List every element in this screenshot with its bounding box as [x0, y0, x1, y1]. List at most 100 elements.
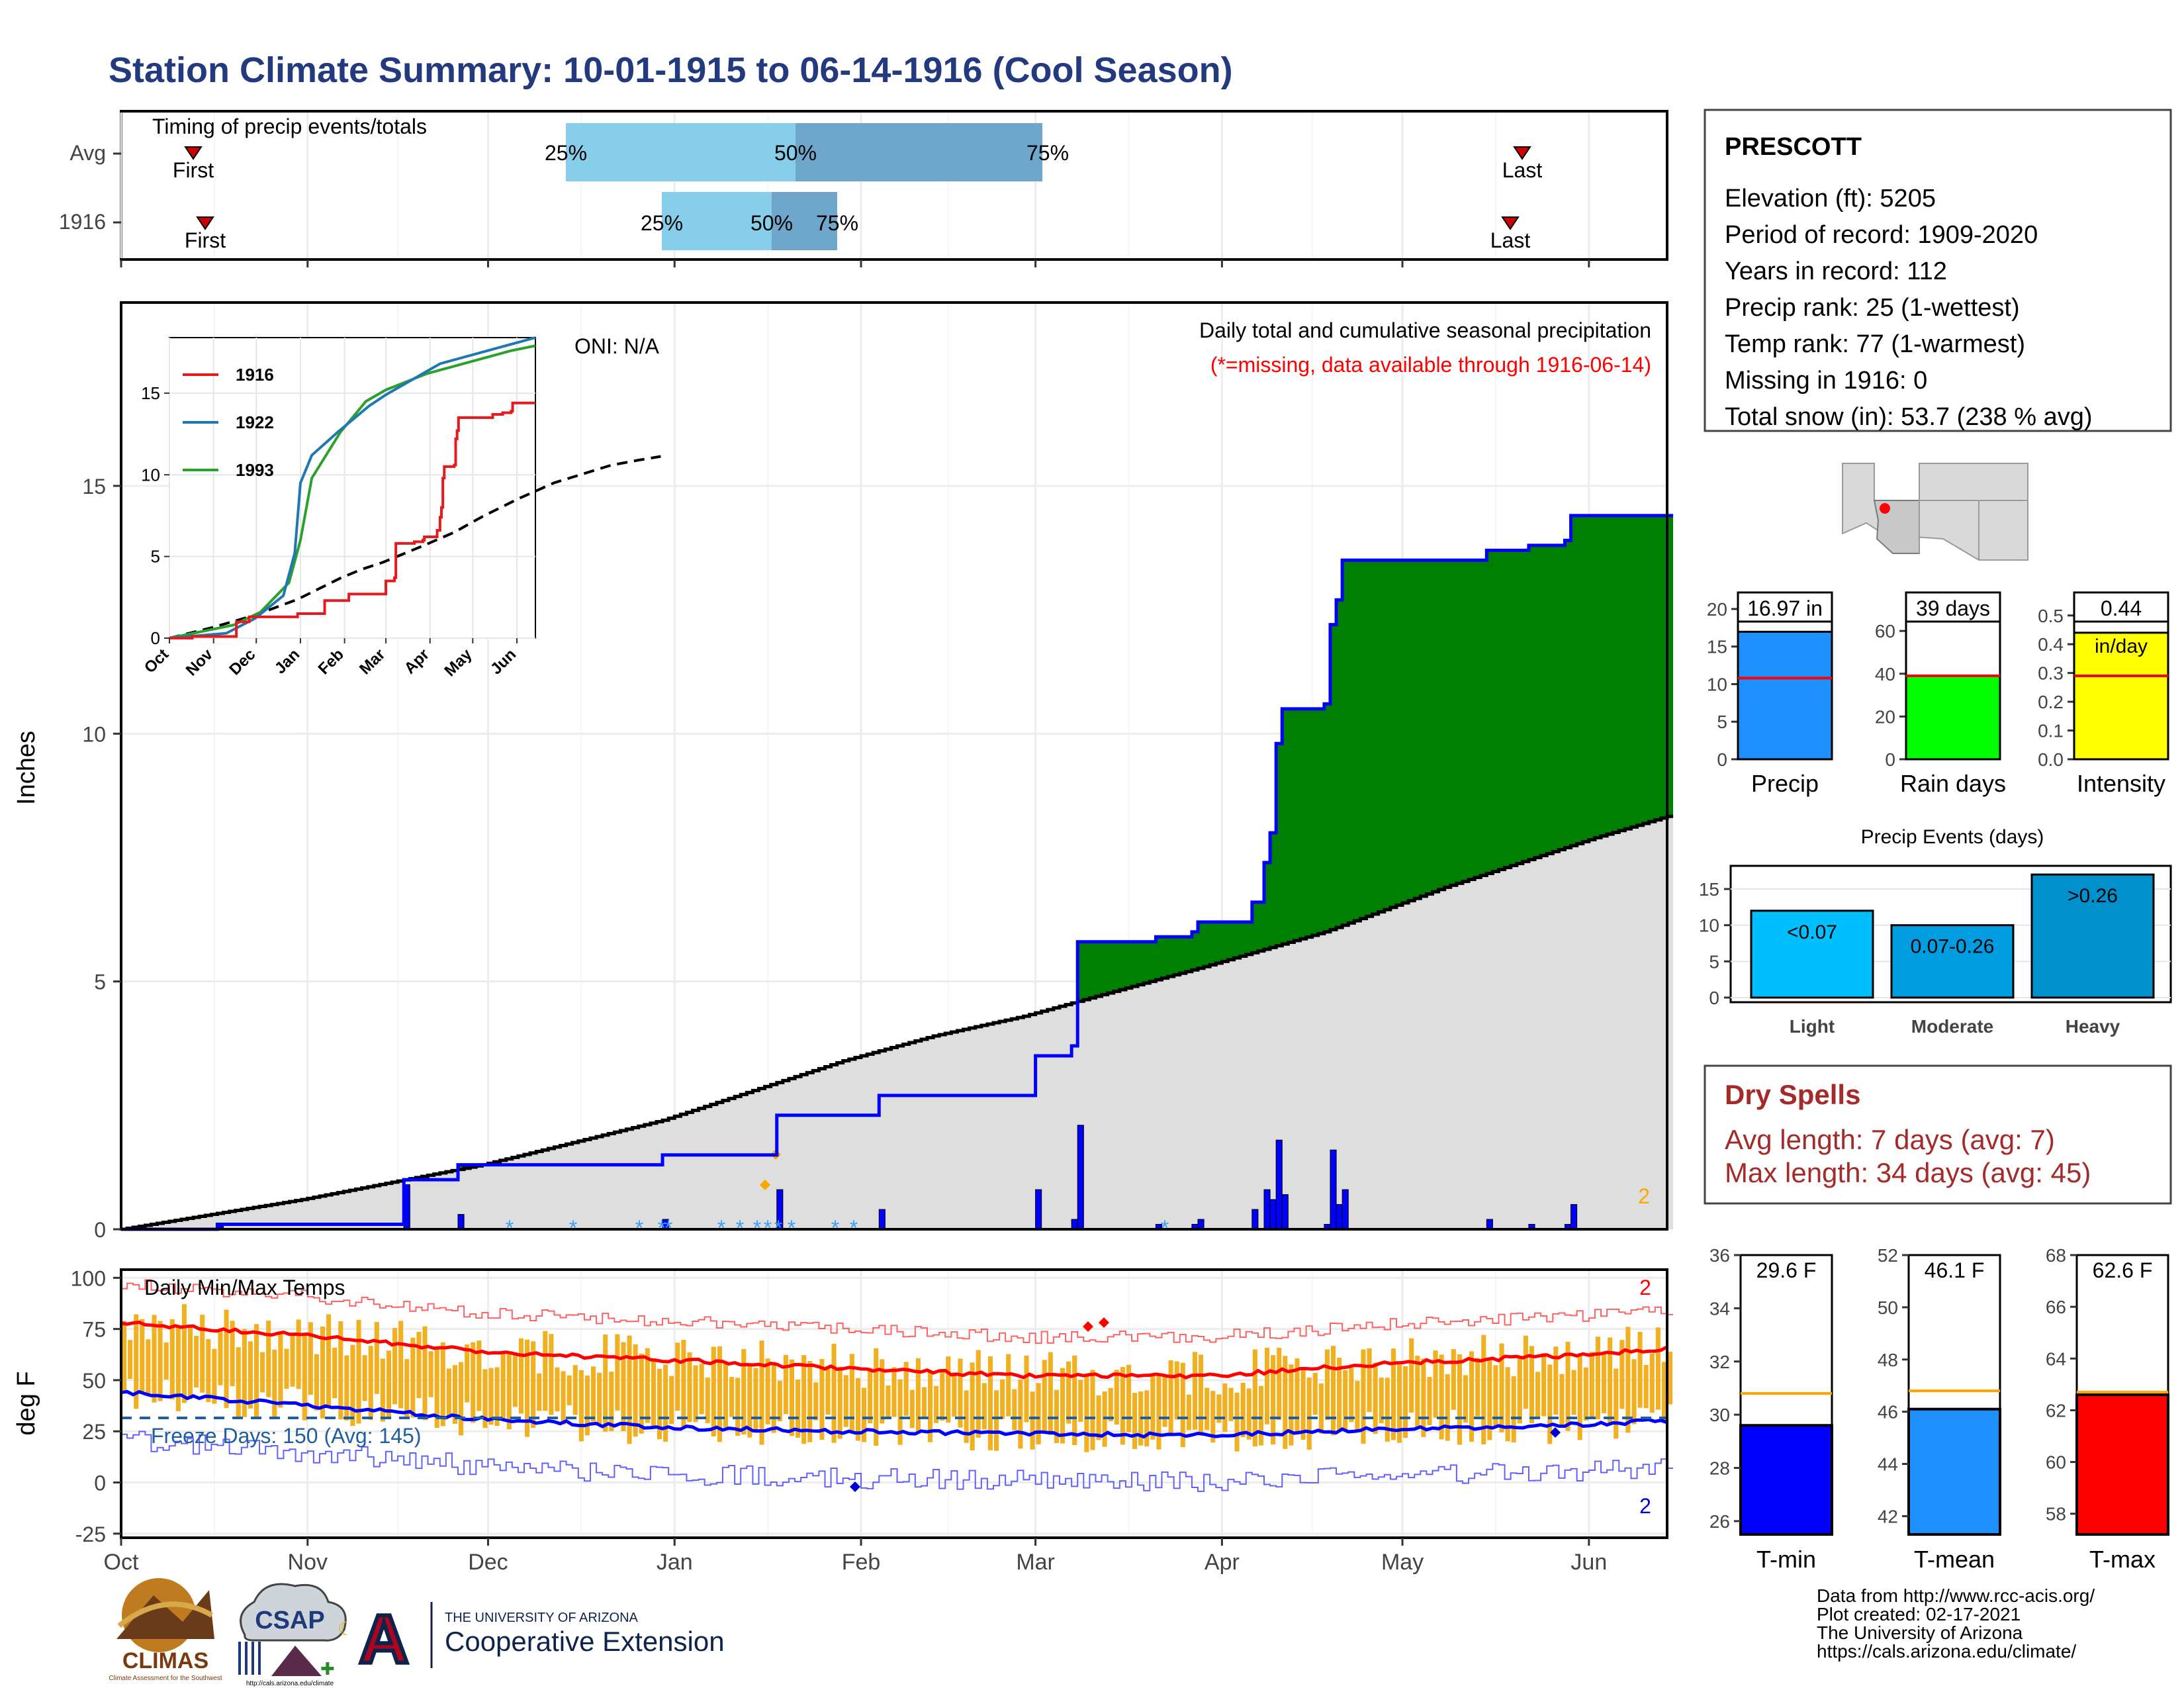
1916-iqr-upper	[772, 192, 837, 250]
daily-temp-bar	[909, 1389, 915, 1429]
temp-summary-tick-label: 68	[2046, 1245, 2066, 1266]
daily-temp-bar	[1602, 1352, 1607, 1413]
cumulative-surplus-area	[121, 515, 1674, 1230]
daily-temp-bar	[152, 1315, 157, 1403]
temp-count-bottom: 2	[1639, 1494, 1651, 1518]
intensity-tick-label: 0.1	[2038, 721, 2064, 741]
dry-spells-max: Max length: 34 days (avg: 45)	[1725, 1157, 2091, 1188]
daily-temp-bar	[1018, 1380, 1023, 1449]
daily-temp-bar	[1150, 1374, 1156, 1440]
rain-days-axis: 0 20 40 60	[1875, 621, 1906, 770]
events-bar-light	[1750, 910, 1874, 999]
daily-temp-bar	[952, 1372, 957, 1417]
daily-temp-bar	[320, 1326, 326, 1419]
daily-temp-bar	[1589, 1352, 1594, 1418]
daily-temp-bar	[1457, 1354, 1462, 1445]
daily-temp-bar	[524, 1339, 530, 1437]
daily-temp-bar	[326, 1314, 332, 1407]
daily-temp-bar	[1661, 1362, 1666, 1424]
inset-legend-1916: 1916	[236, 365, 274, 385]
temp-count-top: 2	[1639, 1276, 1651, 1299]
intensity-tick-label: 0.3	[2038, 663, 2064, 684]
inset-1916-line	[169, 401, 535, 639]
intensity-tick-label: 0.2	[2038, 692, 2064, 712]
daily-temp-bar	[771, 1362, 776, 1433]
daily-temp-bar	[1265, 1348, 1270, 1425]
daily-temp-bar	[915, 1358, 921, 1432]
temp-summary-caption: T-max	[2089, 1546, 2156, 1573]
daily-temp-bar	[747, 1366, 752, 1438]
avg-last-marker	[1513, 146, 1531, 160]
daily-temp-bar	[675, 1342, 680, 1411]
record-low-marker-2	[1550, 1427, 1561, 1438]
daily-temp-bar	[1312, 1372, 1318, 1415]
daily-temp-bar	[543, 1331, 548, 1411]
intensity-axis: 0.0 0.1 0.2 0.3 0.4 0.5	[2038, 606, 2074, 770]
daily-temp-bar	[332, 1347, 338, 1399]
daily-temp-bar	[1655, 1327, 1661, 1410]
daily-temp-bar	[735, 1378, 741, 1436]
daily-temp-bar	[410, 1337, 416, 1418]
daily-temp-bar	[1379, 1378, 1384, 1424]
events-tick-label: 15	[1699, 879, 1719, 900]
daily-temp-bar	[266, 1321, 271, 1397]
daily-temp-bar	[1289, 1364, 1294, 1446]
temp-summary-value: 29.6 F	[1756, 1258, 1817, 1282]
daily-temp-bar	[1030, 1391, 1035, 1450]
university-logo: A THE UNIVERSITY OF ARIZONA Cooperative …	[357, 1599, 724, 1680]
rain-days-bar-chart: 0 20 40 60 39 days Rain days	[1875, 591, 2006, 797]
daily-temp-bar	[627, 1335, 632, 1444]
temp-summary-bar	[1739, 1424, 1833, 1536]
record-high-marker-2	[1099, 1317, 1109, 1328]
daily-temp-bar	[603, 1334, 608, 1432]
csap-logo: CSAP ☾ ✚ http://cals.arizona.edu/climate	[238, 1583, 354, 1687]
daily-temp-bar	[187, 1327, 193, 1399]
average-min-line	[120, 1389, 1668, 1439]
precip-y-tick-label: 0	[94, 1218, 106, 1242]
temp-summary-caption: T-min	[1756, 1546, 1816, 1573]
events-bar-label: <0.07	[1787, 921, 1837, 943]
month-x-axis: Oct Nov Dec Jan Feb Mar Apr May Jun	[104, 1538, 1607, 1575]
temp-y-tick-label: 0	[94, 1472, 106, 1495]
daily-temp-bar	[1066, 1361, 1071, 1424]
daily-temp-bar	[1174, 1361, 1179, 1420]
daily-temp-bar	[471, 1342, 476, 1423]
daily-precip-bars	[216, 1125, 1578, 1230]
daily-temp-bar	[717, 1346, 722, 1442]
daily-temp-bar	[537, 1373, 542, 1411]
temp-y-label: deg F	[13, 1371, 40, 1435]
daily-temp-bar	[404, 1359, 410, 1417]
daily-precip-bar	[1197, 1219, 1205, 1230]
daily-temp-bar	[308, 1322, 313, 1395]
daily-temp-bar	[1186, 1394, 1191, 1430]
credit-line-2: Plot created: 02-17-2021	[1817, 1604, 2021, 1624]
daily-temp-bar	[1614, 1368, 1619, 1439]
inset-plot-area	[169, 337, 536, 639]
temp-summary-tick-label: 52	[1878, 1245, 1898, 1266]
daily-temp-bar	[1084, 1374, 1089, 1452]
daily-temp-bar	[1463, 1375, 1469, 1423]
inset-legend-1993: 1993	[236, 460, 274, 480]
temp-summary-bar	[1907, 1407, 2001, 1536]
rain_days-tick-label: 20	[1875, 706, 1895, 727]
daily-temp-bar	[699, 1364, 704, 1415]
daily-temp-bar	[705, 1378, 710, 1423]
daily-temp-bar	[1553, 1346, 1559, 1415]
daily-temp-bar	[1283, 1356, 1288, 1449]
rain_days-tick-label: 0	[1885, 749, 1895, 770]
1916-p25: 25%	[641, 211, 683, 235]
daily-temp-bar	[1318, 1383, 1324, 1434]
daily-temp-bar	[561, 1371, 566, 1425]
daily-temp-bar	[669, 1376, 674, 1425]
daily-temp-bar	[1559, 1374, 1565, 1427]
temp-summary-tick-label: 26	[1709, 1511, 1730, 1532]
daily-temp-bar	[1258, 1385, 1264, 1446]
daily-temp-bar	[1529, 1346, 1535, 1424]
daily-temp-bar	[488, 1368, 494, 1425]
daily-temp-bar	[212, 1348, 217, 1404]
daily-temp-bar	[645, 1348, 650, 1423]
daily-precip-bar	[1035, 1189, 1042, 1230]
daily-temp-bar	[886, 1385, 891, 1419]
month-label: Apr	[1205, 1550, 1240, 1575]
daily-temp-bar	[651, 1358, 656, 1429]
